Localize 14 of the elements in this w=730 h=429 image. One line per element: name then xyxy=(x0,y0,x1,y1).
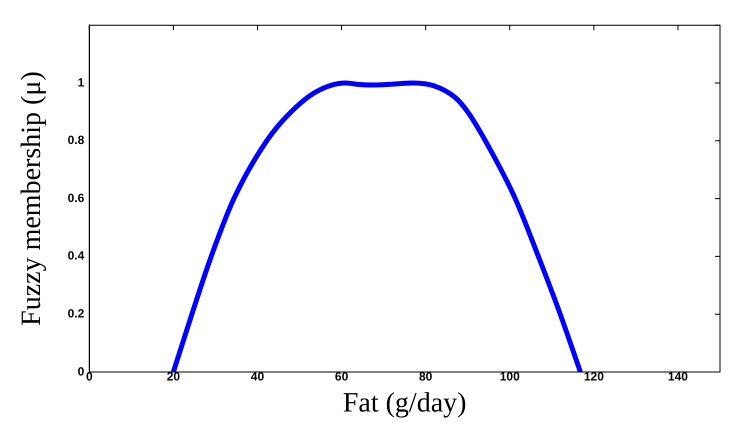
x-tick-label: 20 xyxy=(166,370,180,384)
y-tick-label: 0.2 xyxy=(68,306,85,321)
y-tick-label: 1 xyxy=(78,75,85,90)
x-tick-label: 60 xyxy=(334,370,349,384)
y-tick-label: 0.6 xyxy=(68,190,85,205)
y-tick-label: 0.4 xyxy=(68,248,85,263)
y-tick-label: 0.8 xyxy=(68,133,85,148)
x-tick-label: 140 xyxy=(668,370,688,384)
x-tick-label: 120 xyxy=(584,370,604,384)
x-axis-title: Fat (g/day) xyxy=(342,388,466,419)
x-tick-label: 100 xyxy=(500,370,520,384)
y-axis-title: Fuzzy membership (μ) xyxy=(16,71,48,326)
x-tick-label: 40 xyxy=(250,370,264,384)
x-tick-label: 80 xyxy=(418,370,433,384)
